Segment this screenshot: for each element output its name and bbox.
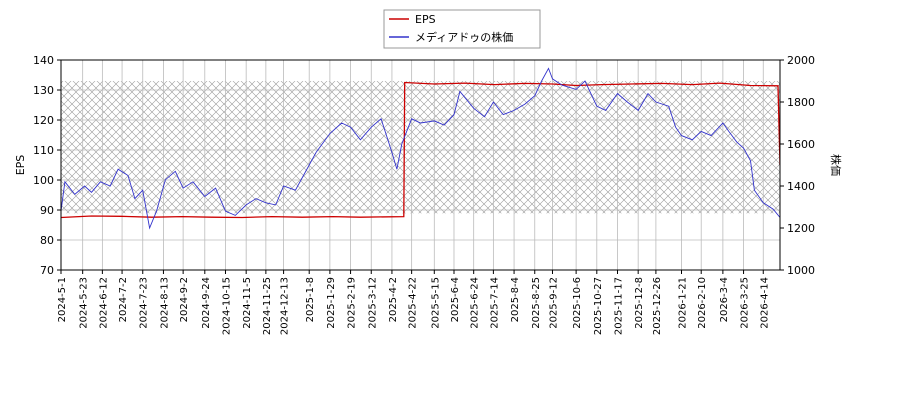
y-tick-label: 90 (40, 204, 54, 217)
y-tick-label: 120 (33, 114, 54, 127)
x-tick-label: 2026-2-10 (697, 277, 708, 329)
x-tick-label: 2025-7-14 (489, 277, 500, 329)
y-tick-label: 110 (33, 144, 54, 157)
x-tick-label: 2025-8-25 (531, 277, 542, 329)
x-tick-label: 2024-9-24 (201, 277, 212, 329)
x-tick-label: 2026-3-25 (740, 277, 751, 329)
x-tick-label: 2024-6-12 (98, 277, 109, 329)
y2-tick-label: 2000 (787, 54, 815, 67)
x-tick-label: 2024-7-23 (139, 277, 150, 329)
legend-label-eps: EPS (415, 13, 436, 26)
x-tick-label: 2025-10-6 (572, 277, 583, 329)
x-tick-label: 2025-5-15 (430, 277, 441, 329)
y-tick-label: 70 (40, 264, 54, 277)
plot-frame (60, 59, 781, 271)
x-tick-label: 2026-4-14 (759, 277, 770, 329)
x-tick-label: 2025-6-4 (450, 277, 461, 322)
x-tick-label: 2024-9-2 (179, 277, 190, 322)
series-line-price (61, 67, 780, 230)
y2-tick-label: 1200 (787, 222, 815, 235)
y-tick-label: 140 (33, 54, 54, 67)
x-tick-label: 2025-8-4 (510, 277, 521, 322)
x-tick-label: 2024-5-1 (57, 277, 68, 322)
x-tick-label: 2025-10-27 (593, 277, 604, 335)
y-axis-title: EPS (14, 155, 27, 176)
x-tick-label: 2025-2-19 (347, 277, 358, 329)
x-tick-label: 2024-5-23 (79, 277, 90, 329)
x-tick-label: 2025-12-26 (652, 277, 663, 335)
series-line-eps (61, 81, 780, 219)
y2-tick-label: 1000 (787, 264, 815, 277)
x-tick-label: 2025-6-24 (470, 277, 481, 329)
x-tick-label: 2025-1-29 (326, 277, 337, 329)
x-tick-label: 2025-9-12 (548, 277, 559, 329)
x-tick-label: 2025-1-8 (305, 277, 316, 322)
series-group (61, 67, 780, 230)
legend: EPS メディアドゥの株価 (383, 9, 541, 49)
x-tick-label: 2024-8-13 (159, 277, 170, 329)
legend-box (383, 9, 541, 49)
y2-tick-label: 1800 (787, 96, 815, 109)
y-tick-label: 80 (40, 234, 54, 247)
y-axis-right: 1000 1200 1400 1600 1800 2000 (780, 54, 815, 277)
y-axis-left: 70 80 90 100 110 120 130 140 (33, 54, 61, 277)
x-tick-label: 2025-11-17 (613, 277, 624, 335)
x-tick-label: 2024-7-2 (118, 277, 129, 322)
x-axis: 2024-5-1 2024-5-23 2024-6-12 2024-7-2 2024-7… (57, 270, 770, 335)
x-tick-label: 2024-11-25 (262, 277, 273, 335)
y2-axis-title: 株価 (829, 154, 843, 176)
y-tick-label: 100 (33, 174, 54, 187)
x-tick-label: 2025-4-22 (408, 277, 419, 329)
y-tick-label: 130 (33, 84, 54, 97)
x-tick-label: 2026-3-4 (719, 277, 730, 322)
y2-tick-label: 1400 (787, 180, 815, 193)
x-tick-label: 2025-3-12 (367, 277, 378, 329)
x-tick-label: 2024-12-13 (280, 277, 291, 335)
price-band-area (61, 81, 780, 214)
legend-label-price: メディアドゥの株価 (415, 30, 513, 44)
x-tick-label: 2026-1-21 (678, 277, 689, 329)
x-tick-label: 2024-10-15 (221, 277, 232, 335)
x-tick-label: 2024-11-5 (242, 277, 253, 329)
price-band (61, 81, 780, 214)
x-tick-label: 2025-12-8 (634, 277, 645, 329)
grid (60, 59, 780, 271)
y2-tick-label: 1600 (787, 138, 815, 151)
x-tick-label: 2025-4-2 (388, 277, 399, 322)
